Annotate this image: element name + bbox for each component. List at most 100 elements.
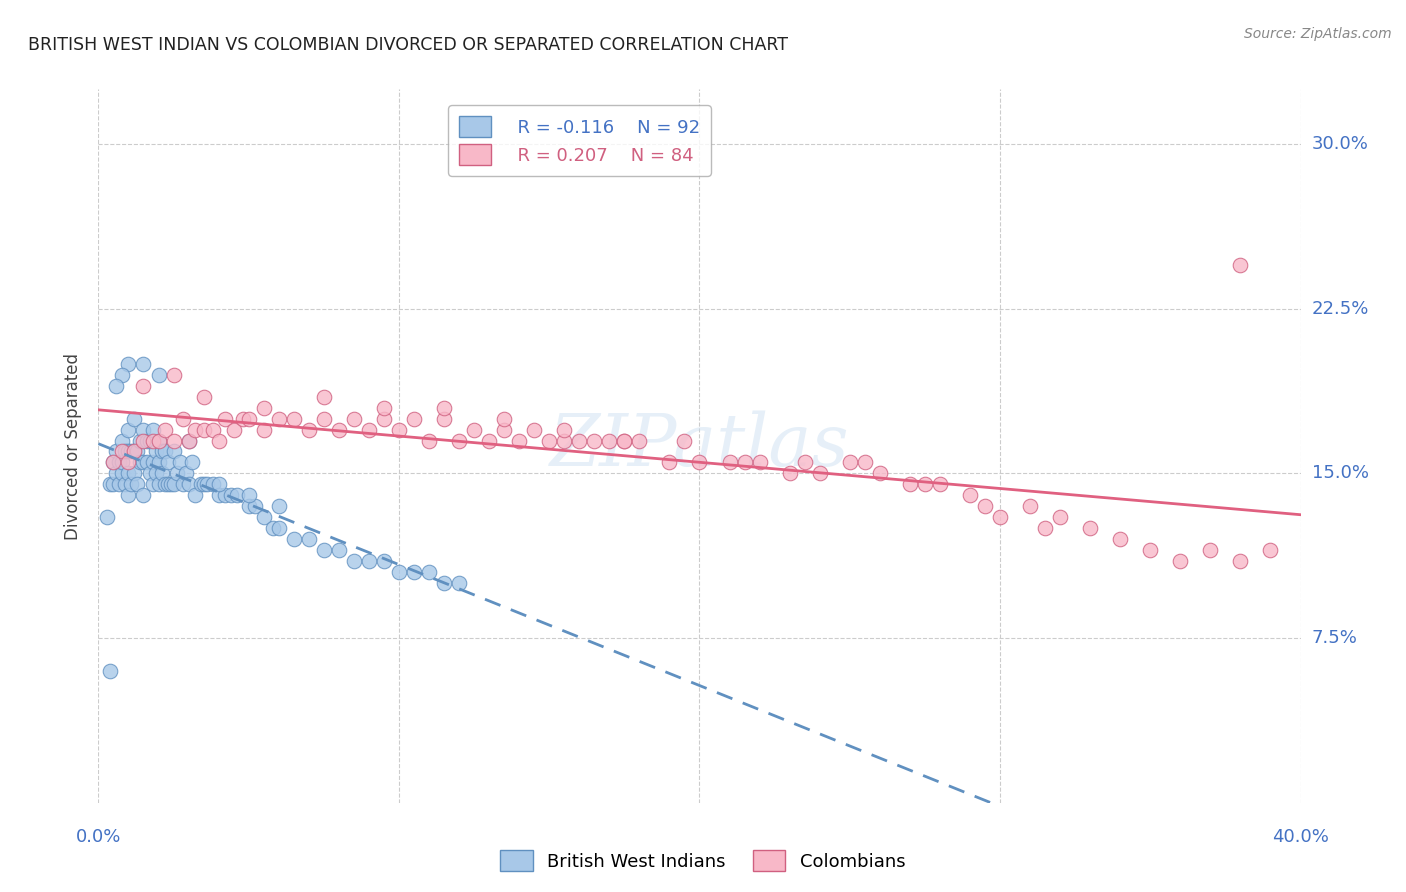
Point — [373, 554, 395, 568]
Point — [124, 467, 146, 481]
Point — [183, 488, 205, 502]
Point — [105, 444, 128, 458]
Point — [172, 477, 194, 491]
Point — [1139, 543, 1161, 558]
Point — [214, 488, 236, 502]
Point — [1033, 521, 1056, 535]
Point — [129, 434, 152, 448]
Point — [508, 434, 530, 448]
Point — [808, 467, 831, 481]
Point — [373, 411, 395, 425]
Point — [148, 455, 170, 469]
Point — [553, 434, 575, 448]
Point — [124, 444, 146, 458]
Point — [177, 434, 200, 448]
Text: 30.0%: 30.0% — [1312, 135, 1368, 153]
Point — [141, 423, 163, 437]
Point — [96, 510, 118, 524]
Point — [959, 488, 981, 502]
Legend:   R = -0.116    N = 92,   R = 0.207    N = 84: R = -0.116 N = 92, R = 0.207 N = 84 — [449, 105, 710, 176]
Point — [478, 434, 501, 448]
Point — [312, 543, 335, 558]
Point — [1260, 543, 1282, 558]
Point — [111, 444, 134, 458]
Legend: British West Indians, Colombians: British West Indians, Colombians — [494, 843, 912, 879]
Point — [283, 533, 305, 547]
Point — [262, 521, 284, 535]
Text: 0.0%: 0.0% — [76, 828, 121, 846]
Point — [238, 488, 260, 502]
Point — [388, 423, 411, 437]
Point — [373, 401, 395, 415]
Point — [103, 477, 125, 491]
Point — [111, 434, 134, 448]
Point — [117, 488, 139, 502]
Point — [201, 477, 224, 491]
Point — [162, 434, 184, 448]
Point — [100, 477, 122, 491]
Point — [195, 477, 218, 491]
Point — [613, 434, 636, 448]
Point — [267, 521, 290, 535]
Point — [1049, 510, 1071, 524]
Point — [103, 455, 125, 469]
Point — [283, 411, 305, 425]
Point — [193, 423, 215, 437]
Point — [538, 434, 561, 448]
Point — [328, 543, 350, 558]
Point — [433, 576, 456, 591]
Point — [238, 411, 260, 425]
Point — [132, 488, 155, 502]
Text: 22.5%: 22.5% — [1312, 300, 1369, 318]
Point — [193, 390, 215, 404]
Point — [208, 488, 231, 502]
Point — [132, 423, 155, 437]
Point — [328, 423, 350, 437]
Point — [208, 477, 231, 491]
Point — [148, 434, 170, 448]
Point — [105, 378, 128, 392]
Text: 15.0%: 15.0% — [1312, 465, 1368, 483]
Point — [156, 455, 179, 469]
Point — [135, 455, 157, 469]
Point — [253, 510, 276, 524]
Point — [988, 510, 1011, 524]
Point — [838, 455, 860, 469]
Point — [853, 455, 876, 469]
Point — [734, 455, 756, 469]
Point — [312, 411, 335, 425]
Point — [148, 477, 170, 491]
Point — [357, 423, 380, 437]
Point — [463, 423, 485, 437]
Point — [343, 554, 366, 568]
Point — [298, 533, 321, 547]
Point — [523, 423, 546, 437]
Point — [148, 368, 170, 382]
Point — [132, 378, 155, 392]
Point — [658, 455, 681, 469]
Point — [253, 423, 276, 437]
Point — [494, 411, 516, 425]
Point — [132, 455, 155, 469]
Point — [114, 444, 136, 458]
Point — [343, 411, 366, 425]
Point — [141, 455, 163, 469]
Point — [174, 467, 197, 481]
Point — [108, 455, 131, 469]
Point — [117, 423, 139, 437]
Point — [129, 455, 152, 469]
Point — [1019, 500, 1042, 514]
Point — [162, 444, 184, 458]
Point — [673, 434, 696, 448]
Point — [898, 477, 921, 491]
Point — [1170, 554, 1192, 568]
Point — [418, 566, 440, 580]
Point — [111, 455, 134, 469]
Point — [148, 434, 170, 448]
Point — [914, 477, 936, 491]
Point — [111, 467, 134, 481]
Point — [929, 477, 952, 491]
Point — [177, 477, 200, 491]
Point — [124, 411, 146, 425]
Text: 7.5%: 7.5% — [1312, 629, 1358, 647]
